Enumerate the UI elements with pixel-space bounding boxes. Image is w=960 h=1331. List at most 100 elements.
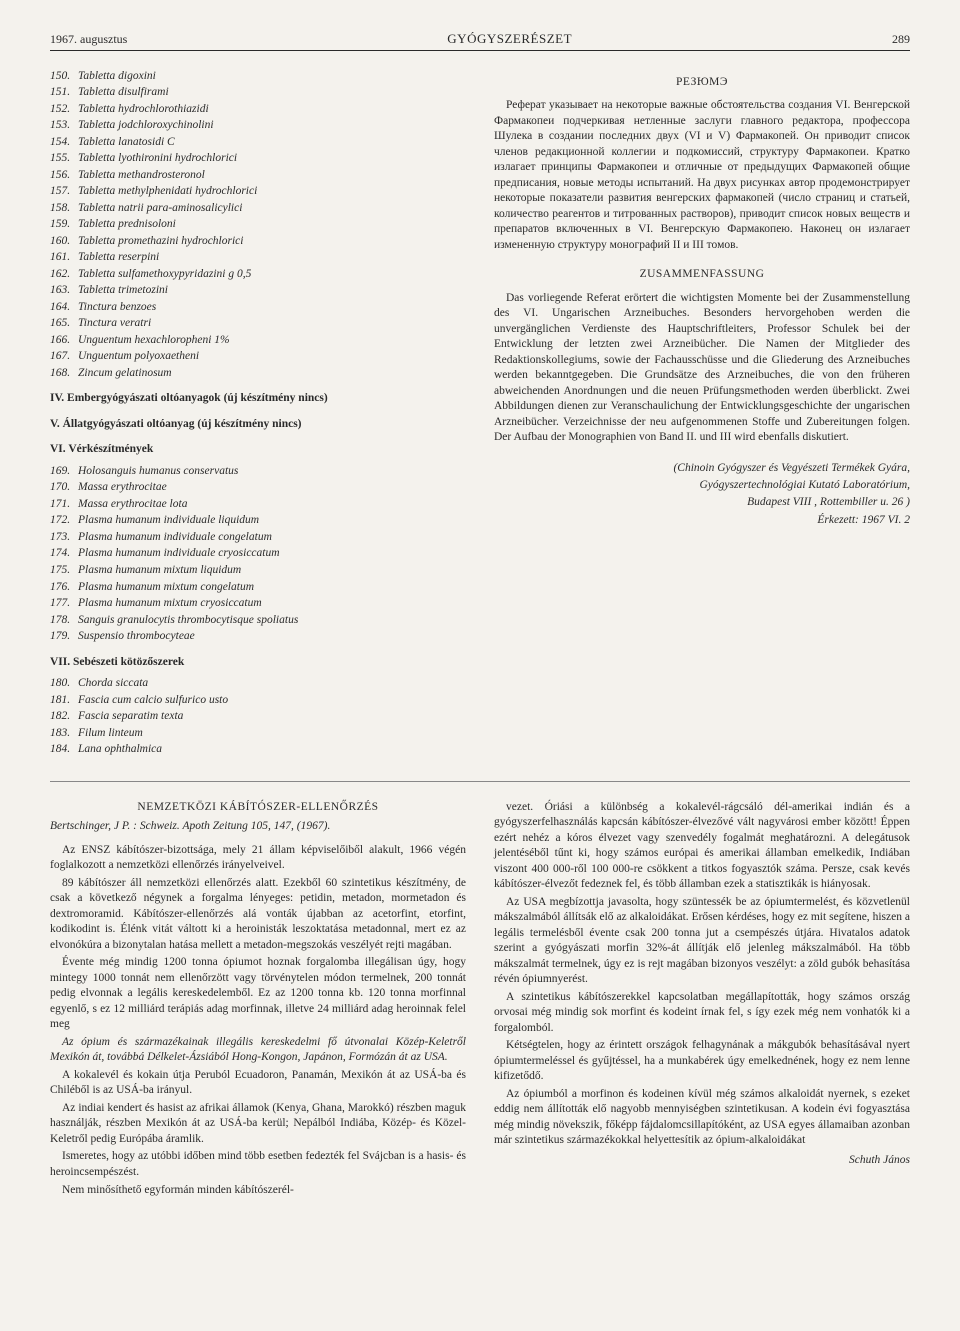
list-item: 170.Massa erythrocitae: [50, 480, 466, 496]
list-item: 155.Tabletta lyothironini hydrochlorici: [50, 151, 466, 167]
item-text: Tabletta trimetozini: [78, 283, 168, 299]
item-number: 168.: [50, 366, 78, 382]
article-paragraph: Évente még mindig 1200 tonna ópiumot hoz…: [50, 955, 466, 1033]
list-item: 157.Tabletta methylphenidati hydrochlori…: [50, 184, 466, 200]
list-item: 171.Massa erythrocitae lota: [50, 497, 466, 513]
item-number: 169.: [50, 464, 78, 480]
article-paragraph: vezet. Óriási a különbség a kokalevél-rá…: [494, 800, 910, 893]
item-text: Tabletta natrii para-aminosalicylici: [78, 201, 242, 217]
abstract-ru-body: Реферат указывает на некоторые важные об…: [494, 98, 910, 253]
item-text: Tabletta lanatosidi C: [78, 135, 175, 151]
item-text: Plasma humanum individuale cryosiccatum: [78, 546, 280, 562]
list-item: 165.Tinctura veratri: [50, 316, 466, 332]
item-number: 160.: [50, 234, 78, 250]
item-number: 151.: [50, 85, 78, 101]
list-item: 176.Plasma humanum mixtum congelatum: [50, 580, 466, 596]
list-item: 169.Holosanguis humanus conservatus: [50, 464, 466, 480]
list-item: 150.Tabletta digoxini: [50, 69, 466, 85]
item-number: 171.: [50, 497, 78, 513]
list-tabletta: 150.Tabletta digoxini151.Tabletta disulf…: [50, 69, 466, 382]
list-item: 161.Tabletta reserpini: [50, 250, 466, 266]
item-text: Tabletta sulfamethoxypyridazini g 0,5: [78, 267, 251, 283]
list-item: 151.Tabletta disulfirami: [50, 85, 466, 101]
list-item: 172.Plasma humanum individuale liquidum: [50, 513, 466, 529]
list-item: 175.Plasma humanum mixtum liquidum: [50, 563, 466, 579]
item-number: 158.: [50, 201, 78, 217]
abstract-de-text: Das vorliegende Referat erörtert die wic…: [494, 291, 910, 446]
list-ver: 169.Holosanguis humanus conservatus170.M…: [50, 464, 466, 645]
article-paragraph: A kokalevél és kokain útja Peruból Ecuad…: [50, 1068, 466, 1099]
article-paragraph: Az ópiumból a morfinon és kodeinen kívül…: [494, 1087, 910, 1149]
item-text: Fascia separatim texta: [78, 709, 183, 725]
list-item: 179.Suspensio thrombocyteae: [50, 629, 466, 645]
item-number: 153.: [50, 118, 78, 134]
attr-line4: Érkezett: 1967 VI. 2: [494, 512, 910, 529]
list-item: 183.Filum linteum: [50, 726, 466, 742]
item-number: 172.: [50, 513, 78, 529]
article-paragraph: Az ENSZ kábítószer-bizottsága, mely 21 á…: [50, 843, 466, 874]
item-number: 177.: [50, 596, 78, 612]
item-text: Unguentum hexachloropheni 1%: [78, 333, 230, 349]
item-number: 179.: [50, 629, 78, 645]
article-paragraph: Az indiai kendert és hasist az afrikai á…: [50, 1101, 466, 1148]
item-text: Zincum gelatinosum: [78, 366, 172, 382]
left-column: 150.Tabletta digoxini151.Tabletta disulf…: [50, 69, 466, 759]
main-columns: 150.Tabletta digoxini151.Tabletta disulf…: [50, 69, 910, 759]
item-text: Tabletta reserpini: [78, 250, 159, 266]
item-number: 156.: [50, 168, 78, 184]
item-number: 182.: [50, 709, 78, 725]
article-paragraph: Nem minősíthető egyformán minden kábítós…: [50, 1183, 466, 1199]
item-number: 163.: [50, 283, 78, 299]
list-item: 166.Unguentum hexachloropheni 1%: [50, 333, 466, 349]
list-item: 180.Chorda siccata: [50, 676, 466, 692]
item-number: 184.: [50, 742, 78, 758]
list-item: 153.Tabletta jodchloroxychinolini: [50, 118, 466, 134]
list-item: 167.Unguentum polyoxaetheni: [50, 349, 466, 365]
list-item: 163.Tabletta trimetozini: [50, 283, 466, 299]
item-text: Tabletta disulfirami: [78, 85, 169, 101]
item-text: Fascia cum calcio sulfurico usto: [78, 693, 228, 709]
item-text: Plasma humanum mixtum liquidum: [78, 563, 241, 579]
item-number: 157.: [50, 184, 78, 200]
section-v: V. Állatgyógyászati oltóanyag (új készít…: [50, 417, 466, 433]
item-number: 150.: [50, 69, 78, 85]
item-number: 176.: [50, 580, 78, 596]
abstract-de-title: ZUSAMMENFASSUNG: [494, 267, 910, 283]
list-item: 156.Tabletta methandrosteronol: [50, 168, 466, 184]
list-item: 152.Tabletta hydrochlorothiazidi: [50, 102, 466, 118]
item-text: Tabletta digoxini: [78, 69, 156, 85]
item-text: Tabletta methylphenidati hydrochlorici: [78, 184, 257, 200]
item-text: Tabletta lyothironini hydrochlorici: [78, 151, 237, 167]
article-paragraph: Kétségtelen, hogy az érintett országok f…: [494, 1038, 910, 1085]
article-paragraph: A szintetikus kábítószerekkel kapcsolatb…: [494, 990, 910, 1037]
item-number: 161.: [50, 250, 78, 266]
article-paragraph: Az USA megbízottja javasolta, hogy szünt…: [494, 895, 910, 988]
list-item: 164.Tinctura benzoes: [50, 300, 466, 316]
header-date: 1967. augusztus: [50, 31, 127, 47]
attr-line3: Budapest VIII , Rottembiller u. 26 ): [494, 494, 910, 511]
article-paragraph: Az ópium és származékainak illegális ker…: [50, 1035, 466, 1066]
item-number: 164.: [50, 300, 78, 316]
item-number: 167.: [50, 349, 78, 365]
item-number: 170.: [50, 480, 78, 496]
list-item: 154.Tabletta lanatosidi C: [50, 135, 466, 151]
item-text: Massa erythrocitae: [78, 480, 167, 496]
item-number: 152.: [50, 102, 78, 118]
item-number: 178.: [50, 613, 78, 629]
item-text: Plasma humanum mixtum cryosiccatum: [78, 596, 262, 612]
attr-line2: Gyógyszertechnológiai Kutató Laboratóriu…: [494, 477, 910, 494]
item-text: Tabletta prednisoloni: [78, 217, 176, 233]
item-text: Filum linteum: [78, 726, 143, 742]
item-text: Plasma humanum individuale liquidum: [78, 513, 259, 529]
item-number: 154.: [50, 135, 78, 151]
item-text: Tabletta methandrosteronol: [78, 168, 205, 184]
item-text: Chorda siccata: [78, 676, 148, 692]
item-number: 159.: [50, 217, 78, 233]
section-vi: VI. Vérkészítmények: [50, 442, 466, 458]
item-number: 166.: [50, 333, 78, 349]
item-text: Plasma humanum individuale congelatum: [78, 530, 272, 546]
item-number: 175.: [50, 563, 78, 579]
item-text: Suspensio thrombocyteae: [78, 629, 195, 645]
item-number: 174.: [50, 546, 78, 562]
item-number: 183.: [50, 726, 78, 742]
